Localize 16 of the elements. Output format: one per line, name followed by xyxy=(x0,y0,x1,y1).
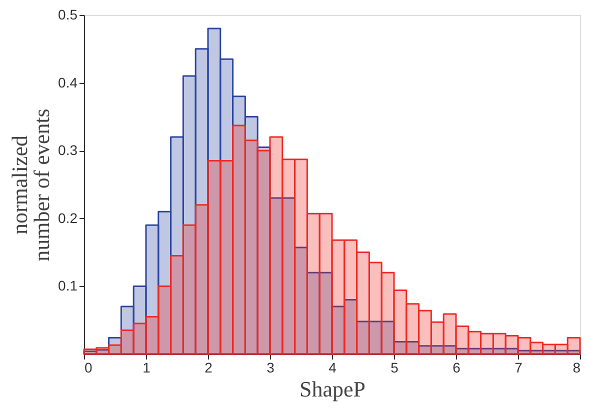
x-tick-label: 6 xyxy=(452,360,461,376)
y-tick-label: 0.1 xyxy=(58,278,78,294)
x-tick-label: 5 xyxy=(390,360,399,376)
x-tick-label: 4 xyxy=(328,360,337,376)
y-tick-label: 0.5 xyxy=(58,6,78,22)
x-tick-label: 3 xyxy=(266,360,275,376)
y-tick-label: 0.2 xyxy=(58,210,78,226)
x-tick-label: 1 xyxy=(142,360,151,376)
x-tick-label: 7 xyxy=(514,360,523,376)
x-axis-title: ShapeP xyxy=(300,376,366,402)
y-tick-label: 0.3 xyxy=(58,142,78,158)
x-tick-label: 2 xyxy=(204,360,213,376)
y-tick-label: 0.4 xyxy=(58,74,78,90)
x-tick-label: 8 xyxy=(572,360,581,376)
y-axis-title: normalized number of events xyxy=(7,108,54,262)
x-tick-label: 0 xyxy=(84,360,92,376)
